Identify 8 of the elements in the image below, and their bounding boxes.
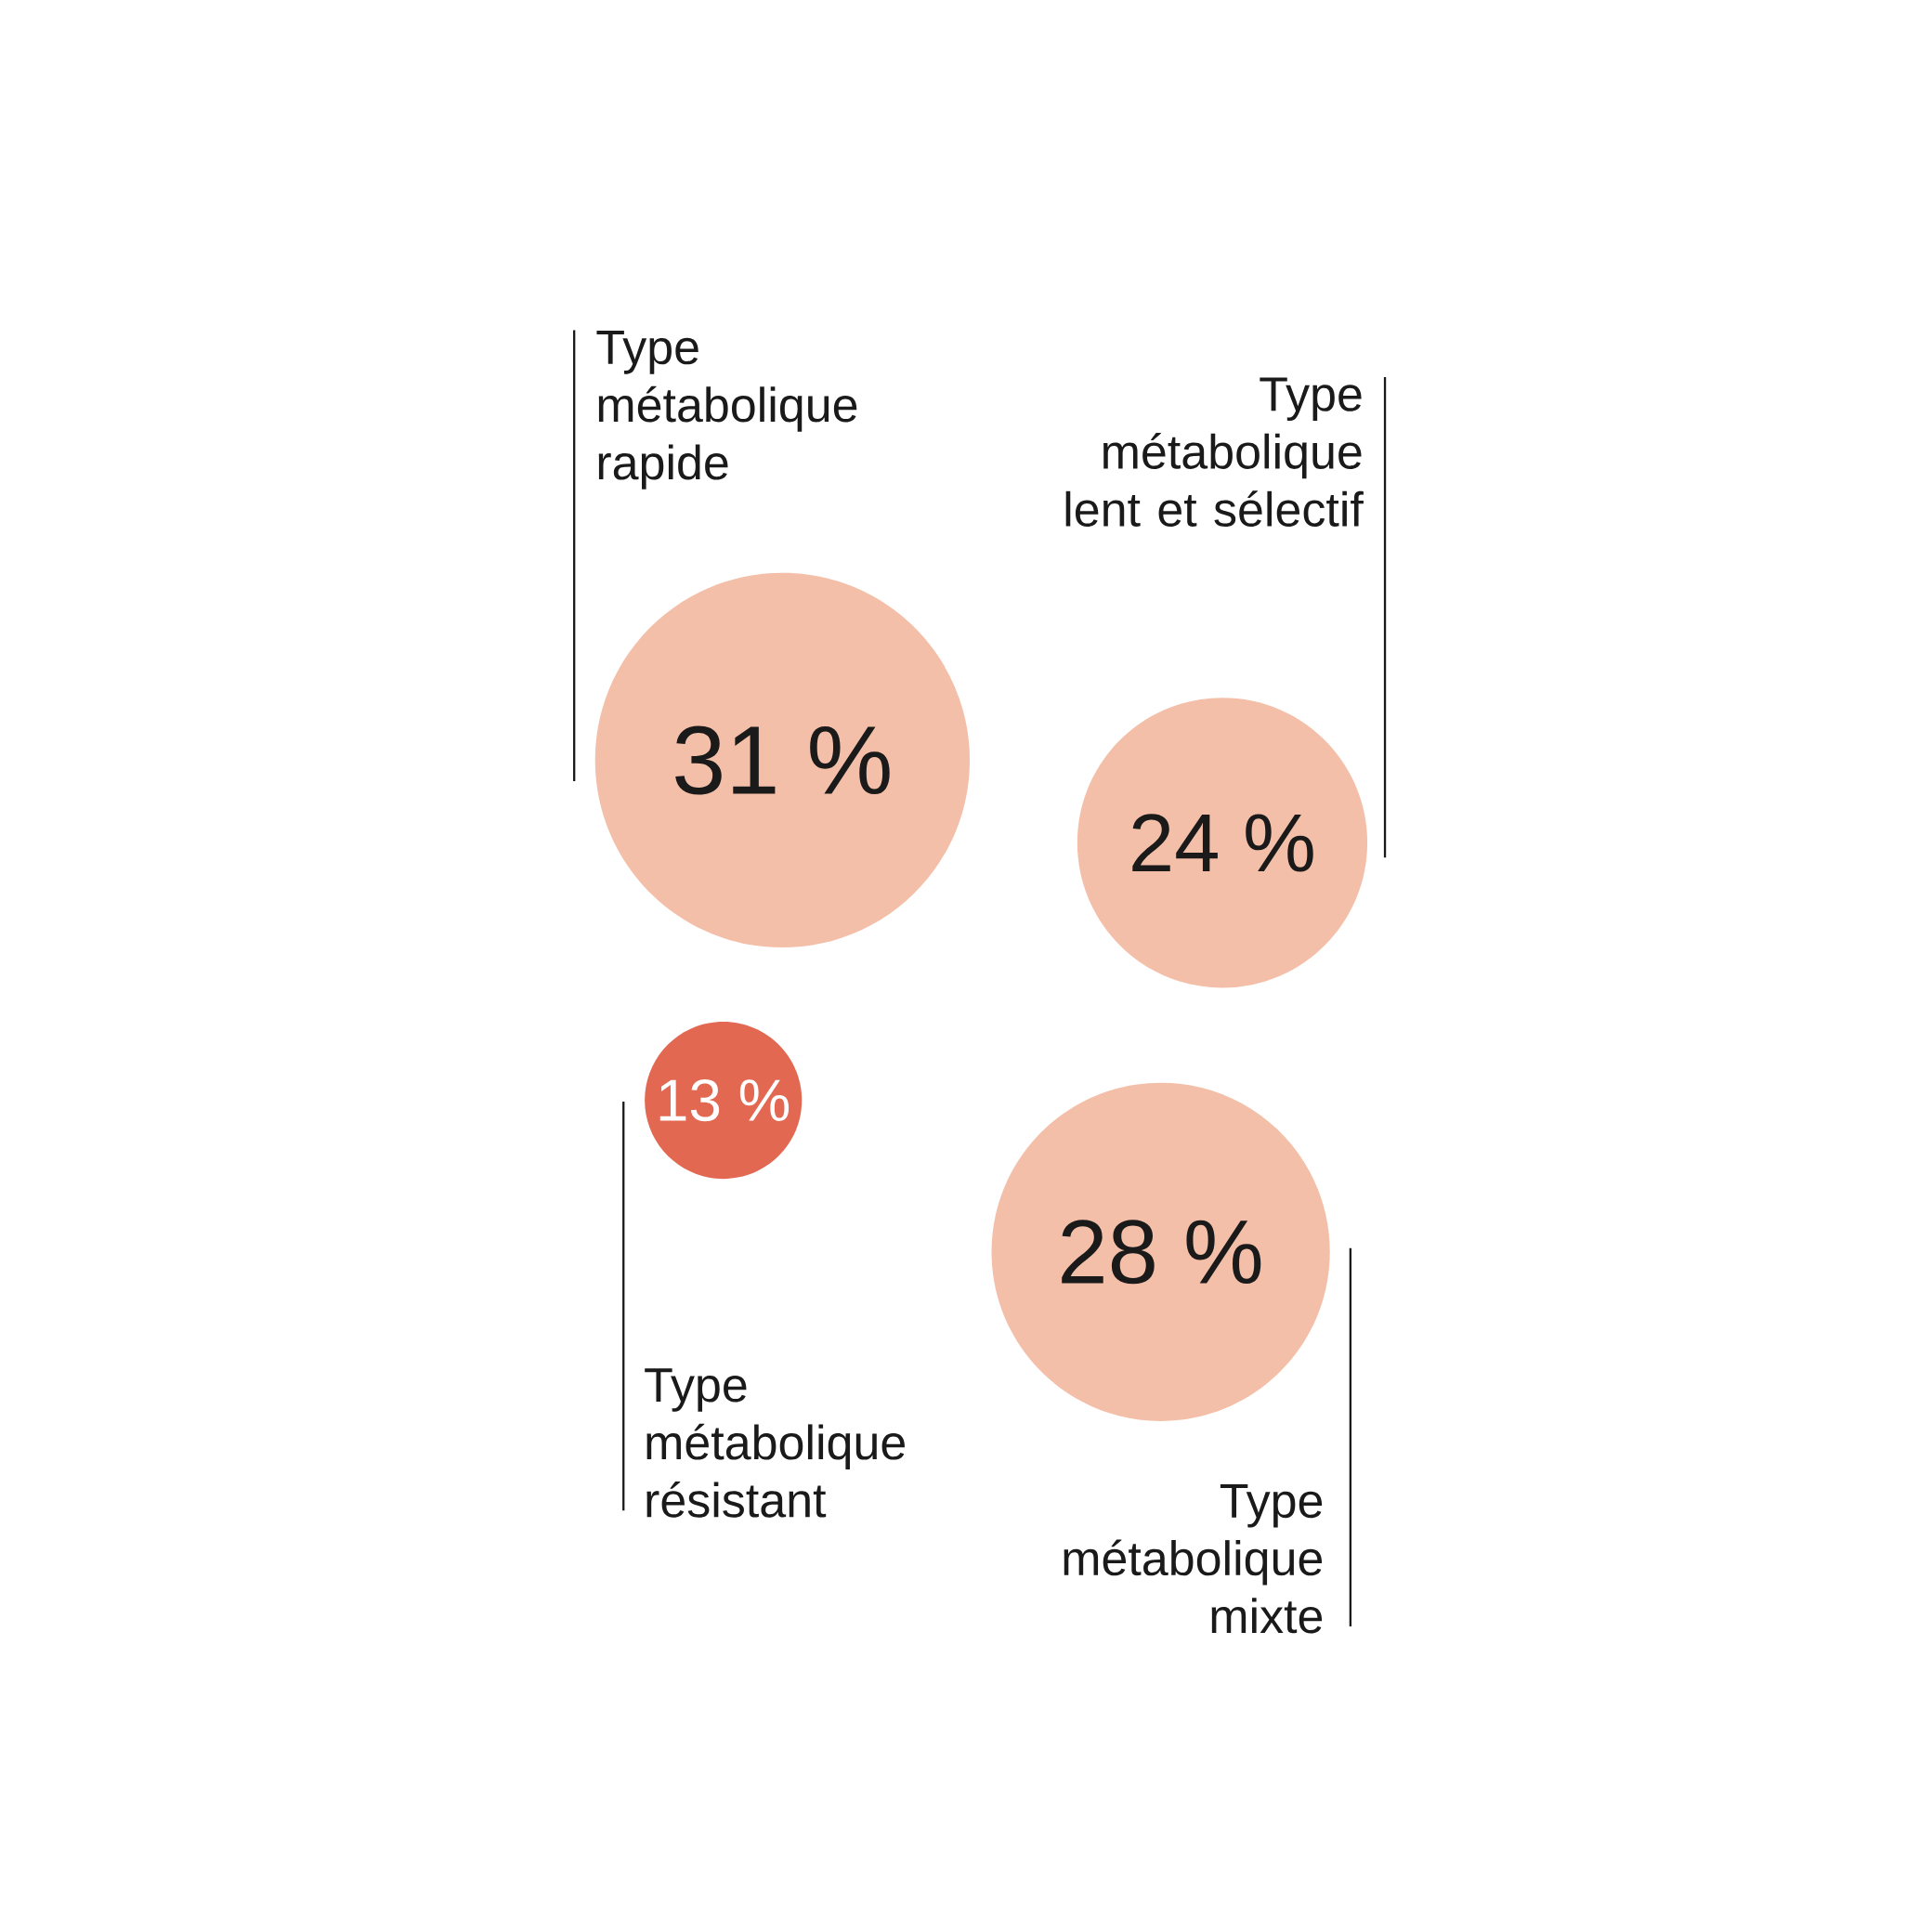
data-label: 24 % bbox=[1132, 814, 1313, 872]
category-label: Type métabolique résistant bbox=[645, 1368, 905, 1518]
data-label: 28 % bbox=[1062, 1220, 1261, 1285]
category-label: Type métabolique lent et sélectif bbox=[1065, 377, 1364, 527]
data-label: 31 % bbox=[675, 725, 890, 795]
category-label: Type métabolique rapide bbox=[596, 331, 857, 490]
category-label: Type métabolique mixte bbox=[1064, 1483, 1323, 1634]
data-label: 13 % bbox=[659, 1079, 790, 1122]
